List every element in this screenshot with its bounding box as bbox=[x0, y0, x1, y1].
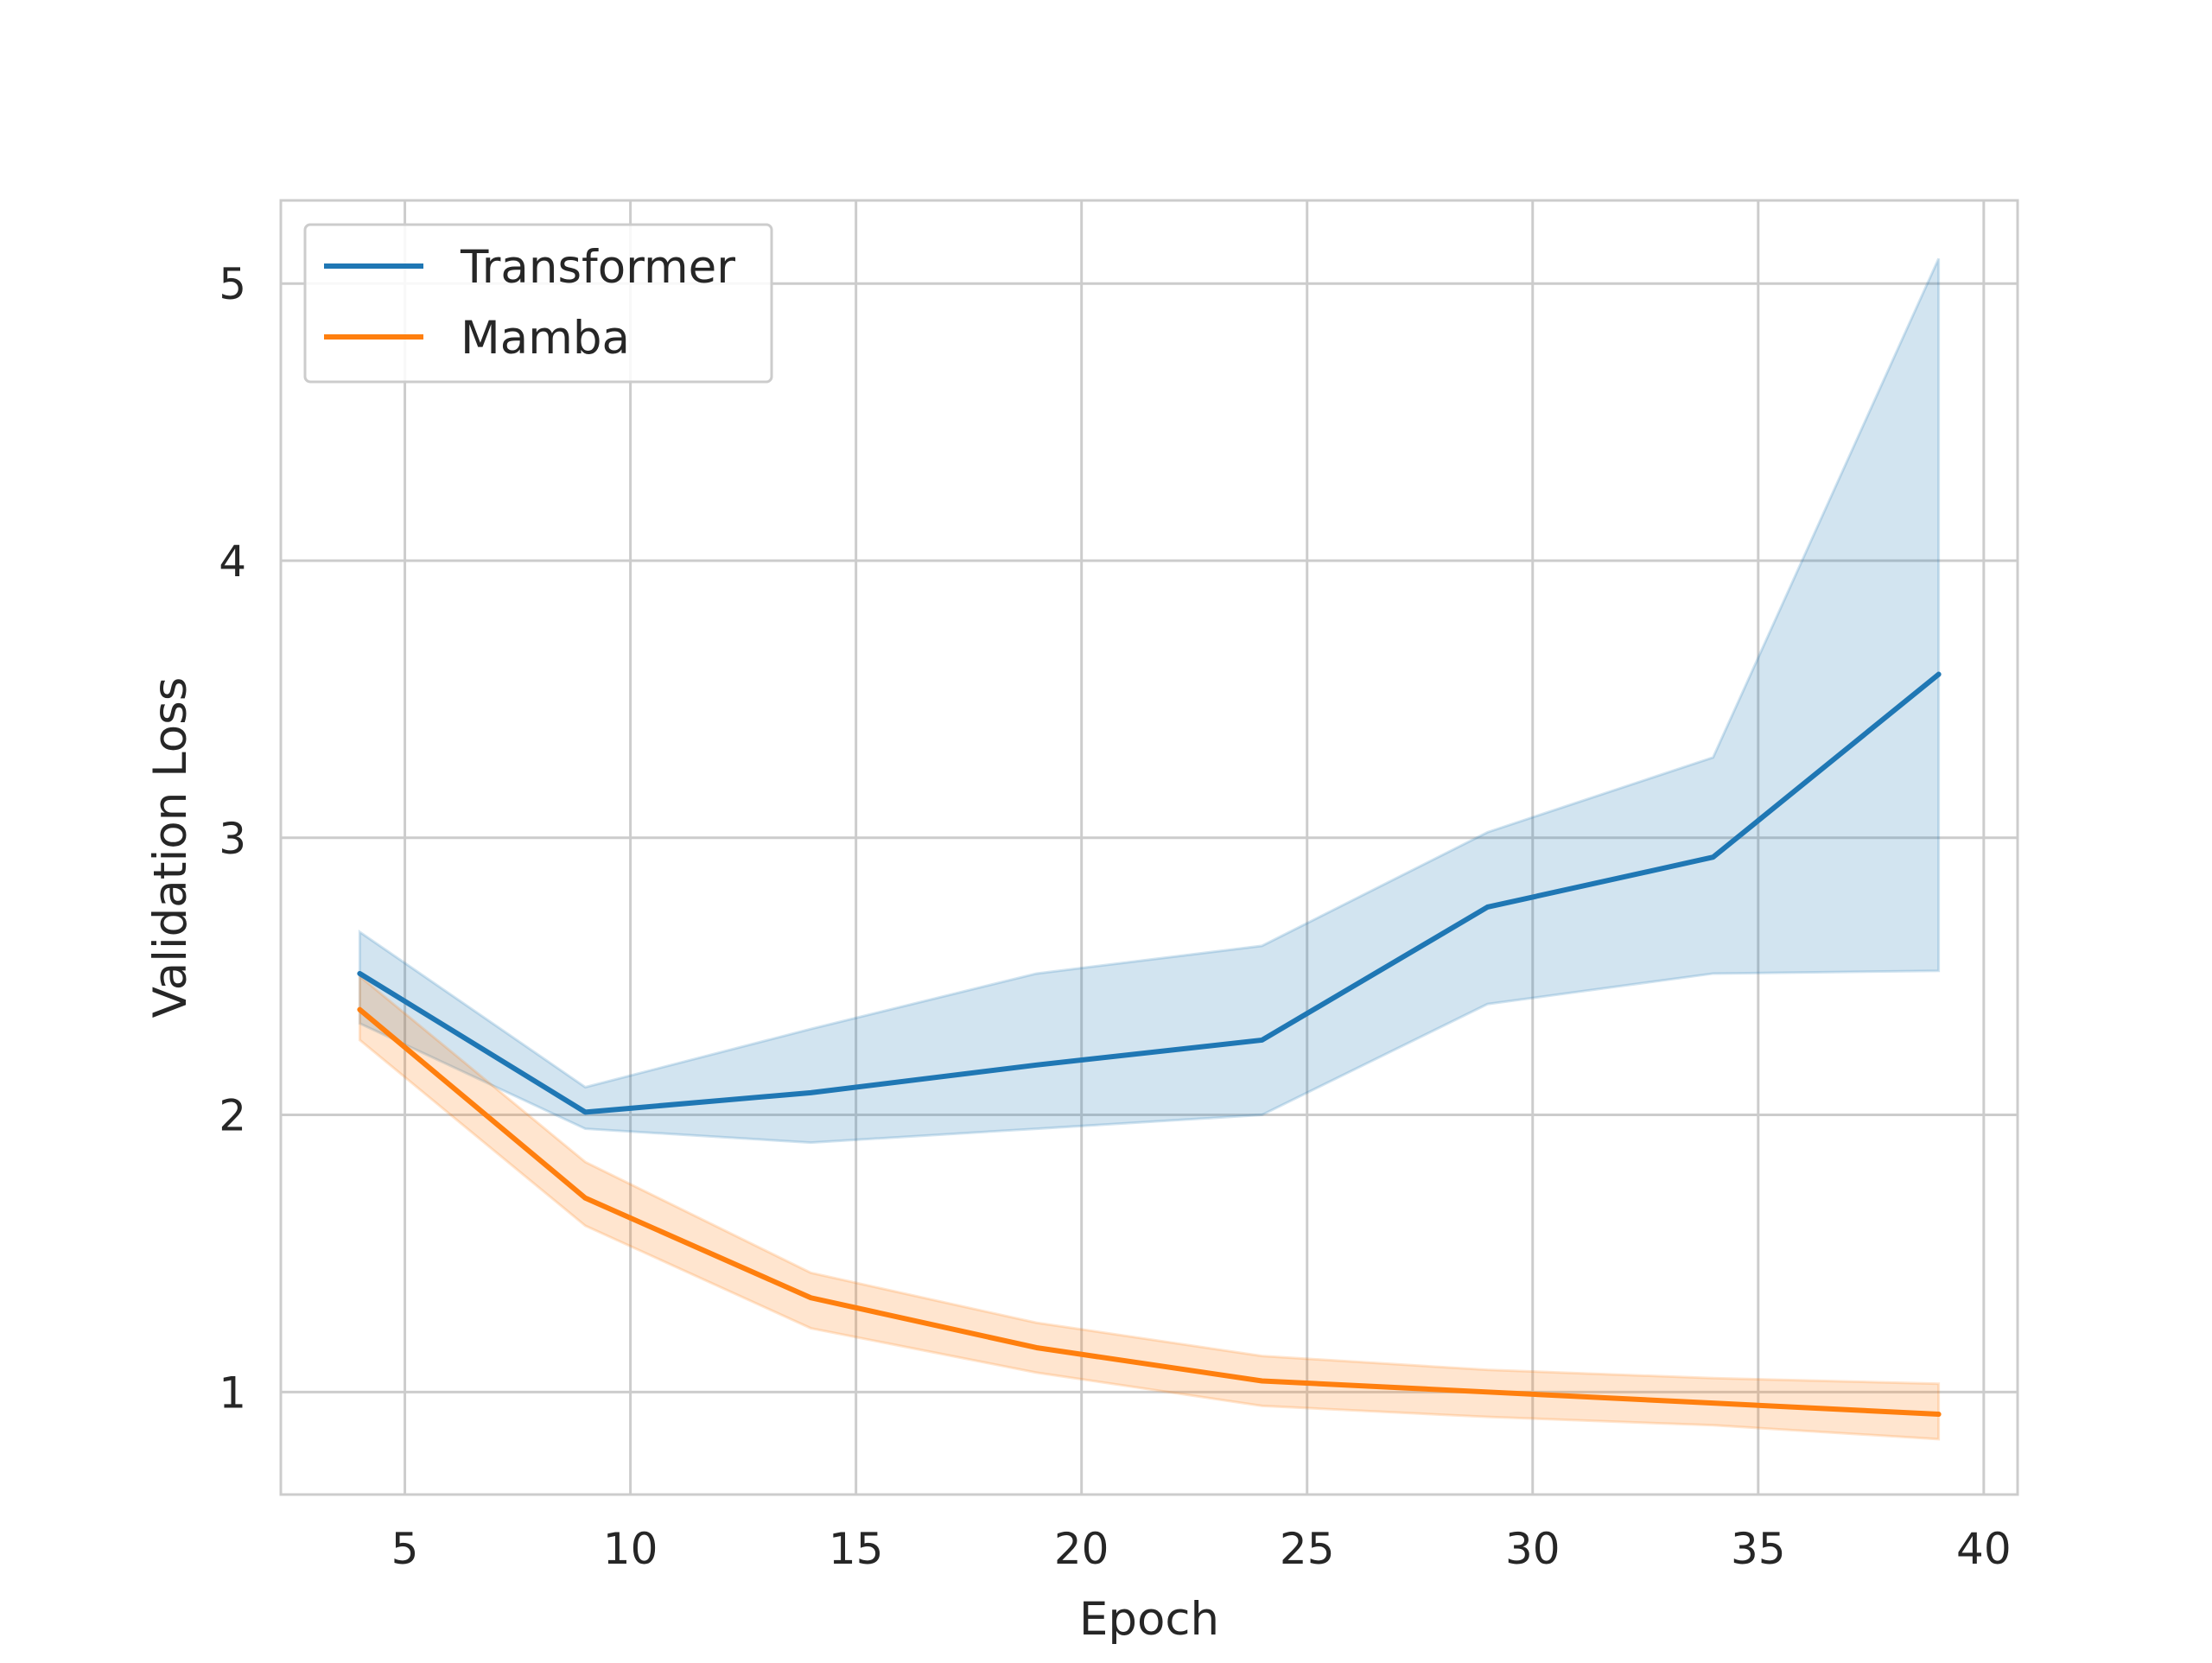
plot-frame bbox=[279, 199, 2019, 1496]
y-tick-label: 4 bbox=[219, 536, 246, 587]
x-tick-label: 35 bbox=[1731, 1524, 1786, 1574]
band-transformer bbox=[358, 257, 1941, 1145]
x-tick-label: 5 bbox=[391, 1524, 419, 1574]
line-mamba bbox=[357, 1006, 1942, 1417]
x-tick-label: 15 bbox=[829, 1524, 884, 1574]
legend-label-transformer: Transformer bbox=[460, 241, 735, 294]
confidence-bands bbox=[358, 257, 1941, 1441]
gridlines bbox=[281, 200, 2018, 1495]
x-tick-label: 25 bbox=[1280, 1524, 1335, 1574]
y-tick-label: 5 bbox=[219, 259, 246, 309]
band-mamba bbox=[358, 973, 1941, 1441]
series-lines bbox=[357, 671, 1942, 1417]
y-tick-label: 1 bbox=[219, 1368, 246, 1418]
line-transformer bbox=[357, 671, 1942, 1115]
x-tick-label: 20 bbox=[1054, 1524, 1109, 1574]
y-axis-title: Validation Loss bbox=[144, 677, 197, 1019]
x-tick-label: 40 bbox=[1956, 1524, 2012, 1574]
x-tick-label: 30 bbox=[1505, 1524, 1560, 1574]
legend-label-mamba: Mamba bbox=[461, 312, 630, 365]
y-tick-labels: 1 2 3 4 5 bbox=[219, 259, 246, 1418]
y-tick-label: 3 bbox=[219, 814, 246, 864]
x-axis-title: Epoch bbox=[1079, 1593, 1219, 1646]
legend: Transformer Mamba bbox=[303, 223, 773, 384]
x-tick-labels: 5 10 15 20 25 30 35 40 bbox=[391, 1524, 2012, 1574]
x-tick-label: 10 bbox=[603, 1524, 658, 1574]
y-tick-label: 2 bbox=[219, 1091, 246, 1141]
